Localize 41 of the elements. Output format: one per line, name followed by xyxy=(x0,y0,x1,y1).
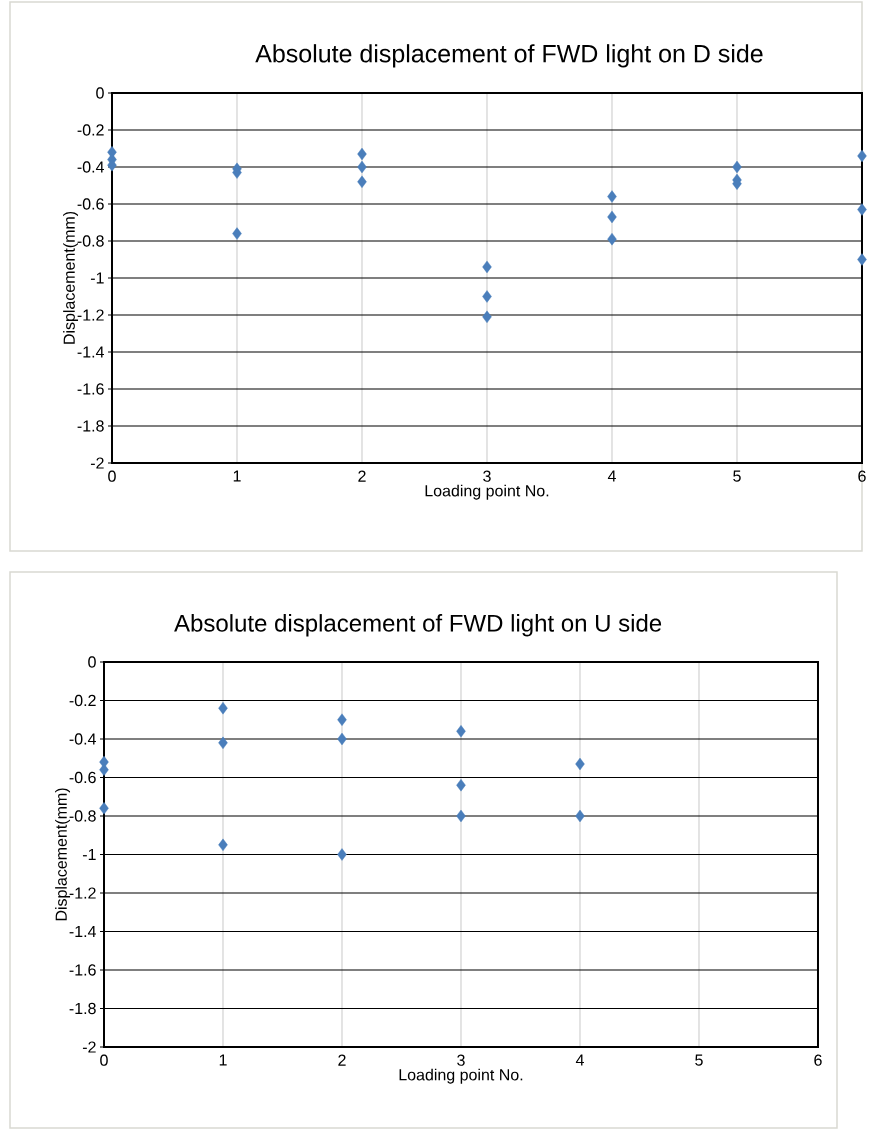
y-tick-label: -2 xyxy=(91,457,104,469)
x-tick-label: 3 xyxy=(457,1054,465,1066)
y-tick-label: -1.6 xyxy=(77,383,104,395)
chart-title: Absolute displacement of FWD light on D side xyxy=(255,44,763,68)
y-tick-label: -0.4 xyxy=(69,733,97,745)
x-tick-label: 1 xyxy=(233,470,241,482)
y-tick-label: -0.8 xyxy=(69,810,96,822)
y-tick-label: -0.6 xyxy=(69,771,96,784)
y-tick-label: -0.2 xyxy=(69,694,96,707)
x-tick-label: 6 xyxy=(858,470,866,482)
y-tick-label: -0.8 xyxy=(77,235,104,247)
y-tick-label: 0 xyxy=(88,656,96,668)
y-tick-label: 0 xyxy=(96,87,104,99)
chart-title: Absolute displacement of FWD light on U side xyxy=(174,614,662,637)
x-axis-title: Loading point No. xyxy=(425,484,549,500)
x-tick-label: 1 xyxy=(219,1054,227,1066)
x-tick-label: 4 xyxy=(576,1054,585,1066)
y-tick-label: -1.8 xyxy=(69,1002,96,1015)
y-tick-label: -1.4 xyxy=(69,925,97,937)
x-tick-label: 6 xyxy=(814,1054,822,1066)
y-tick-label: -0.6 xyxy=(77,198,104,210)
y-tick-label: -1.4 xyxy=(77,346,105,358)
y-tick-label: -0.4 xyxy=(77,161,105,173)
x-tick-label: 5 xyxy=(733,470,741,482)
y-axis-title: Displacement(mm) xyxy=(63,211,79,344)
y-tick-label: -1.8 xyxy=(77,420,104,432)
y-tick-label: -1.2 xyxy=(69,887,96,899)
x-tick-label: 5 xyxy=(695,1054,703,1066)
y-tick-label: -0.2 xyxy=(77,124,104,136)
x-tick-label: 2 xyxy=(338,1054,346,1066)
x-tick-label: 3 xyxy=(483,470,491,482)
x-tick-label: 2 xyxy=(358,470,366,482)
y-tick-label: -1.6 xyxy=(69,964,96,976)
y-tick-label: -1 xyxy=(83,848,96,860)
y-tick-label: -2 xyxy=(83,1041,96,1053)
x-tick-label: 4 xyxy=(608,470,617,482)
y-tick-label: -1.2 xyxy=(77,309,104,321)
y-axis-title: Displacement(mm) xyxy=(55,788,71,921)
x-axis-title: Loading point No. xyxy=(399,1068,523,1084)
y-tick-label: -1 xyxy=(91,272,104,284)
x-tick-label: 0 xyxy=(108,470,116,482)
